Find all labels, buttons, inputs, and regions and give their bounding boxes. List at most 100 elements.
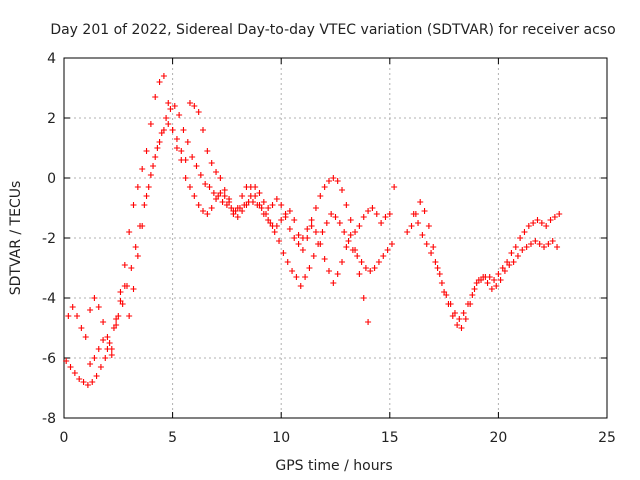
data-point — [312, 205, 319, 211]
data-point — [256, 190, 263, 196]
data-point — [97, 364, 104, 370]
y-tick-label: -4 — [42, 291, 56, 307]
data-point — [239, 208, 246, 214]
data-point — [132, 244, 139, 250]
data-point — [308, 223, 315, 229]
data-point — [108, 352, 115, 358]
data-point — [278, 217, 285, 223]
data-point — [84, 382, 91, 388]
data-point — [471, 286, 478, 292]
x-axis-label: GPS time / hours — [275, 458, 392, 474]
data-point — [512, 244, 519, 250]
data-point — [352, 247, 359, 253]
data-point — [365, 208, 372, 214]
data-point — [63, 358, 70, 364]
data-point — [184, 139, 191, 145]
data-point — [200, 208, 207, 214]
data-point — [273, 223, 280, 229]
data-point — [286, 208, 293, 214]
series-trace-c — [87, 100, 372, 367]
data-point — [343, 244, 350, 250]
data-point — [417, 199, 424, 205]
data-point — [206, 184, 213, 190]
data-point — [182, 175, 189, 181]
data-point — [497, 277, 504, 283]
data-point — [165, 100, 172, 106]
data-point — [460, 310, 467, 316]
axis-ticks: 0 5 10 15 20 25 -8 -6 -4 -2 0 2 4 — [42, 51, 616, 446]
data-point — [139, 223, 146, 229]
data-point — [243, 202, 250, 208]
grid-lines — [64, 58, 607, 418]
data-point — [488, 286, 495, 292]
data-point — [423, 241, 430, 247]
x-tick-label: 25 — [598, 430, 616, 446]
data-point — [369, 205, 376, 211]
data-point — [371, 265, 378, 271]
data-point — [239, 193, 246, 199]
data-point — [121, 283, 128, 289]
data-point — [126, 229, 133, 235]
data-point — [78, 325, 85, 331]
data-point — [82, 334, 89, 340]
data-point — [186, 184, 193, 190]
data-point — [454, 322, 461, 328]
data-point — [160, 127, 167, 133]
data-point — [449, 313, 456, 319]
data-point — [514, 253, 521, 259]
data-point — [189, 154, 196, 160]
data-point — [89, 379, 96, 385]
data-point — [297, 283, 304, 289]
data-point — [280, 250, 287, 256]
data-point — [304, 235, 311, 241]
data-point — [265, 217, 272, 223]
data-point — [260, 199, 267, 205]
data-point — [332, 214, 339, 220]
data-point — [93, 373, 100, 379]
data-point — [334, 271, 341, 277]
data-point — [527, 241, 534, 247]
data-point — [134, 253, 141, 259]
data-point — [147, 172, 154, 178]
data-point — [328, 211, 335, 217]
data-point — [299, 247, 306, 253]
data-point — [410, 211, 417, 217]
data-point — [282, 211, 289, 217]
data-point — [295, 232, 302, 238]
data-point — [176, 112, 183, 118]
data-point — [195, 109, 202, 115]
data-point — [480, 274, 487, 280]
data-point — [415, 220, 422, 226]
data-point — [104, 346, 111, 352]
y-tick-label: 0 — [47, 171, 56, 187]
data-point — [339, 187, 346, 193]
data-point — [91, 295, 98, 301]
data-point — [260, 211, 267, 217]
data-point — [104, 334, 111, 340]
data-point — [128, 265, 135, 271]
data-point — [249, 199, 256, 205]
data-point — [336, 220, 343, 226]
data-point — [510, 259, 517, 265]
data-point — [382, 214, 389, 220]
data-point — [323, 220, 330, 226]
data-point — [165, 121, 172, 127]
data-point — [234, 214, 241, 220]
data-point — [126, 313, 133, 319]
data-point — [202, 181, 209, 187]
data-point — [517, 235, 524, 241]
data-point — [130, 202, 137, 208]
data-point — [191, 103, 198, 109]
data-point — [173, 145, 180, 151]
data-point — [156, 139, 163, 145]
data-point — [169, 127, 176, 133]
data-point — [160, 73, 167, 79]
y-axis-label: SDTVAR / TECUs — [8, 181, 24, 296]
data-point — [365, 319, 372, 325]
data-point — [219, 199, 226, 205]
data-point — [293, 274, 300, 280]
data-point — [547, 217, 554, 223]
data-point — [384, 247, 391, 253]
y-tick-label: 2 — [47, 111, 56, 127]
data-point — [139, 166, 146, 172]
